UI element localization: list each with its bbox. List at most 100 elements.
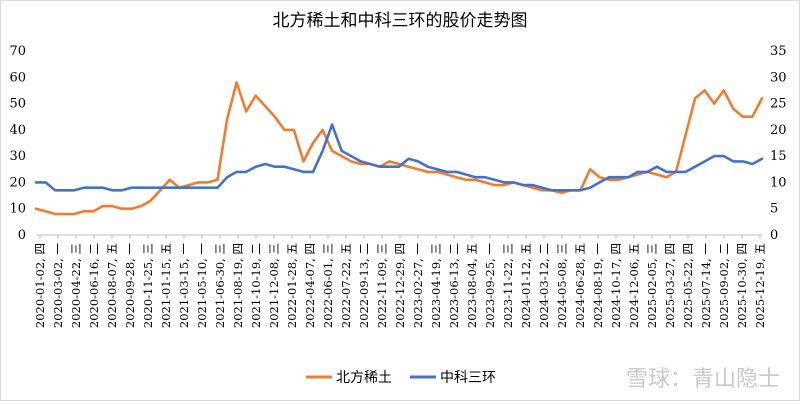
left-y-tick-label: 40 [9, 123, 26, 138]
data-point [656, 165, 658, 168]
data-point [340, 155, 343, 158]
left-y-tick-label: 30 [9, 149, 26, 164]
right-y-tick-label: 15 [770, 149, 787, 164]
data-point [627, 176, 630, 179]
data-point [168, 186, 171, 189]
data-point [312, 171, 314, 173]
data-point [484, 176, 486, 179]
data-point [474, 178, 477, 181]
left-y-tick-label: 60 [9, 70, 26, 85]
data-point [359, 160, 362, 163]
data-point [197, 186, 200, 189]
x-tick-label: 2020-03-02, 一 [51, 243, 65, 329]
data-point [44, 181, 47, 184]
x-tick-label: 2024-01-12, 五 [519, 243, 533, 328]
data-point [665, 176, 668, 179]
x-tick-label: 2021-10-19, 二 [249, 243, 263, 328]
data-point [703, 160, 706, 163]
data-point [417, 168, 420, 171]
data-point [302, 160, 305, 163]
data-point [560, 189, 563, 192]
data-point [598, 181, 601, 184]
x-tick-label: 2020-06-16, 二 [87, 243, 101, 328]
data-point [216, 186, 219, 189]
right-y-tick-label: 0 [770, 228, 778, 243]
data-point [550, 189, 553, 192]
data-point [197, 181, 200, 184]
data-point [751, 163, 754, 165]
x-tick-label: 2021-01-15, 五 [159, 243, 173, 328]
data-point [369, 163, 372, 165]
data-point [636, 173, 639, 176]
data-point [111, 205, 114, 207]
x-tick-label: 2022-06-01, 三 [321, 243, 335, 328]
data-point [216, 178, 219, 181]
data-point [579, 189, 582, 192]
data-point [751, 115, 754, 118]
x-tick-label: 2023-04-19, 三 [429, 243, 443, 328]
data-point [531, 186, 534, 189]
left-y-tick-label: 70 [9, 44, 26, 59]
x-tick-label: 2021-06-30, 三 [213, 243, 227, 328]
data-point [608, 178, 611, 181]
data-point [722, 89, 725, 92]
data-point [63, 189, 66, 192]
x-tick-label: 2020-04-22, 三 [69, 243, 83, 328]
data-point [101, 205, 104, 207]
data-point [254, 94, 257, 97]
data-point [455, 176, 458, 179]
data-point [35, 207, 37, 210]
data-point [589, 186, 591, 189]
x-tick-label: 2025-07-14, 一 [699, 243, 713, 329]
data-point [73, 189, 76, 192]
data-point [608, 176, 611, 179]
data-point [484, 181, 486, 184]
right-y-axis: 0 5 10 15 20 25 30 35 [770, 44, 787, 243]
data-point [646, 171, 649, 173]
data-point [264, 105, 267, 108]
data-point [464, 173, 467, 176]
data-point [656, 173, 658, 176]
chart-title: 北方稀土和中科三环的股价走势图 [273, 11, 528, 31]
data-point [302, 171, 305, 173]
legend-label: 北方稀土 [336, 370, 392, 386]
data-point [54, 189, 57, 192]
data-point [589, 168, 591, 171]
data-point [722, 155, 725, 158]
data-point [493, 178, 496, 181]
data-point [474, 176, 477, 179]
data-point [235, 81, 238, 84]
data-point [283, 165, 286, 168]
data-point [44, 210, 47, 213]
data-point [226, 176, 228, 179]
left-y-axis: 0 10 20 30 40 50 60 70 [9, 44, 26, 243]
data-point [321, 149, 324, 152]
data-point [560, 192, 563, 194]
data-point [245, 171, 248, 173]
data-point [359, 163, 362, 165]
data-point [436, 171, 439, 173]
x-tick-label: 2021-12-08, 三 [267, 243, 281, 328]
x-tick-label: 2020-09-28, 一 [123, 243, 137, 329]
data-point [512, 181, 515, 184]
data-point [283, 128, 286, 131]
data-point [445, 171, 448, 173]
x-tick-label: 2021-05-10, 一 [195, 243, 209, 329]
data-point [73, 213, 76, 215]
data-point [331, 123, 334, 126]
left-y-tick-label: 10 [9, 202, 26, 217]
data-point [493, 184, 496, 186]
data-point [350, 160, 353, 163]
data-point [398, 163, 400, 165]
data-point [168, 178, 171, 181]
data-point [130, 207, 133, 210]
data-point [63, 213, 66, 215]
data-point [541, 186, 544, 189]
data-point [426, 171, 429, 173]
data-point [694, 165, 697, 168]
data-point [617, 178, 620, 181]
data-point [254, 165, 257, 168]
data-point [445, 173, 448, 176]
